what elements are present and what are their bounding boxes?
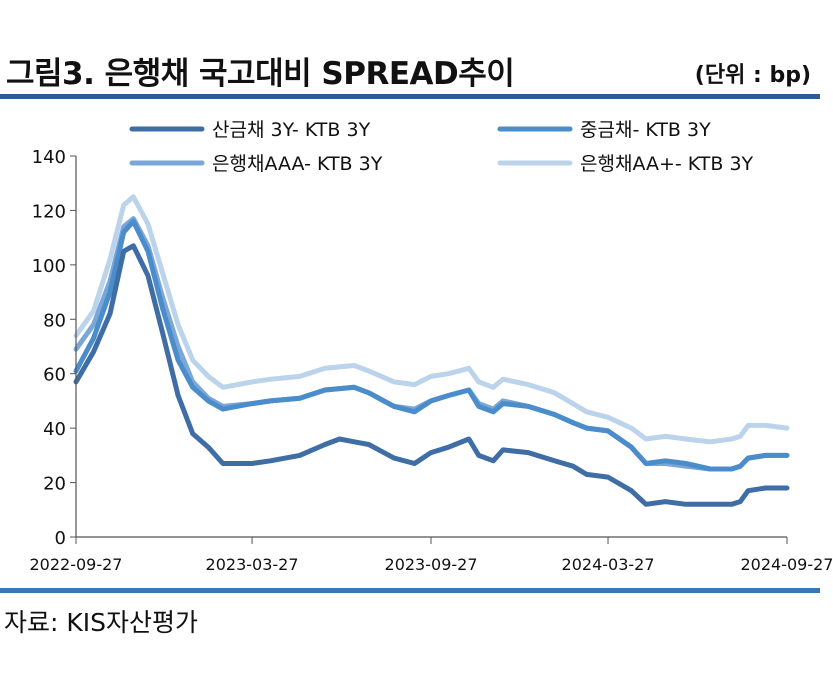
footer-divider (0, 588, 820, 593)
series-line-3 (73, 216, 790, 472)
y-tick-label: 80 (43, 310, 66, 331)
x-tick-label: 2024-03-27 (562, 555, 655, 574)
series-line-1 (73, 243, 790, 507)
legend: 산금채 3Y- KTB 3Y 중금채- KTB 3Y 은행채AAA- KTB 3Y 은… (129, 119, 754, 175)
y-tick-label: 100 (32, 256, 66, 277)
y-tick-label: 0 (55, 528, 66, 549)
y-tick-label: 20 (43, 474, 66, 495)
y-tick-label: 140 (32, 147, 66, 168)
legend-label: 은행채AA+- KTB 3Y (580, 153, 754, 175)
x-tick-label: 2024-09-27 (741, 555, 833, 574)
title-divider (0, 94, 820, 99)
series-line-4 (73, 194, 790, 445)
x-tick-label: 2023-03-27 (206, 555, 299, 574)
spread-line-chart: 산금채 3Y- KTB 3Y 중금채- KTB 3Y 은행채AAA- KTB 3Y 은… (30, 119, 833, 574)
source-note: 자료: KIS자산평가 (4, 608, 199, 637)
legend-label: 은행채AAA- KTB 3Y (212, 153, 383, 175)
series-layer (73, 194, 790, 507)
axes: 0 20 40 60 80 100 120 140 2022-09-27 2023-03-27 20… (30, 147, 833, 574)
unit-label: (단위 : bp) (694, 63, 811, 88)
legend-label: 산금채 3Y- KTB 3Y (212, 119, 371, 141)
y-tick-label: 60 (43, 365, 66, 386)
legend-label: 중금채- KTB 3Y (580, 119, 711, 141)
y-tick-label: 40 (43, 419, 66, 440)
chart-title: 그림3. 은행채 국고대비 SPREAD추이 (6, 56, 515, 92)
series-line-2 (73, 218, 790, 472)
y-tick-label: 120 (32, 201, 66, 222)
x-tick-label: 2023-09-27 (385, 555, 478, 574)
x-tick-label: 2022-09-27 (30, 555, 123, 574)
